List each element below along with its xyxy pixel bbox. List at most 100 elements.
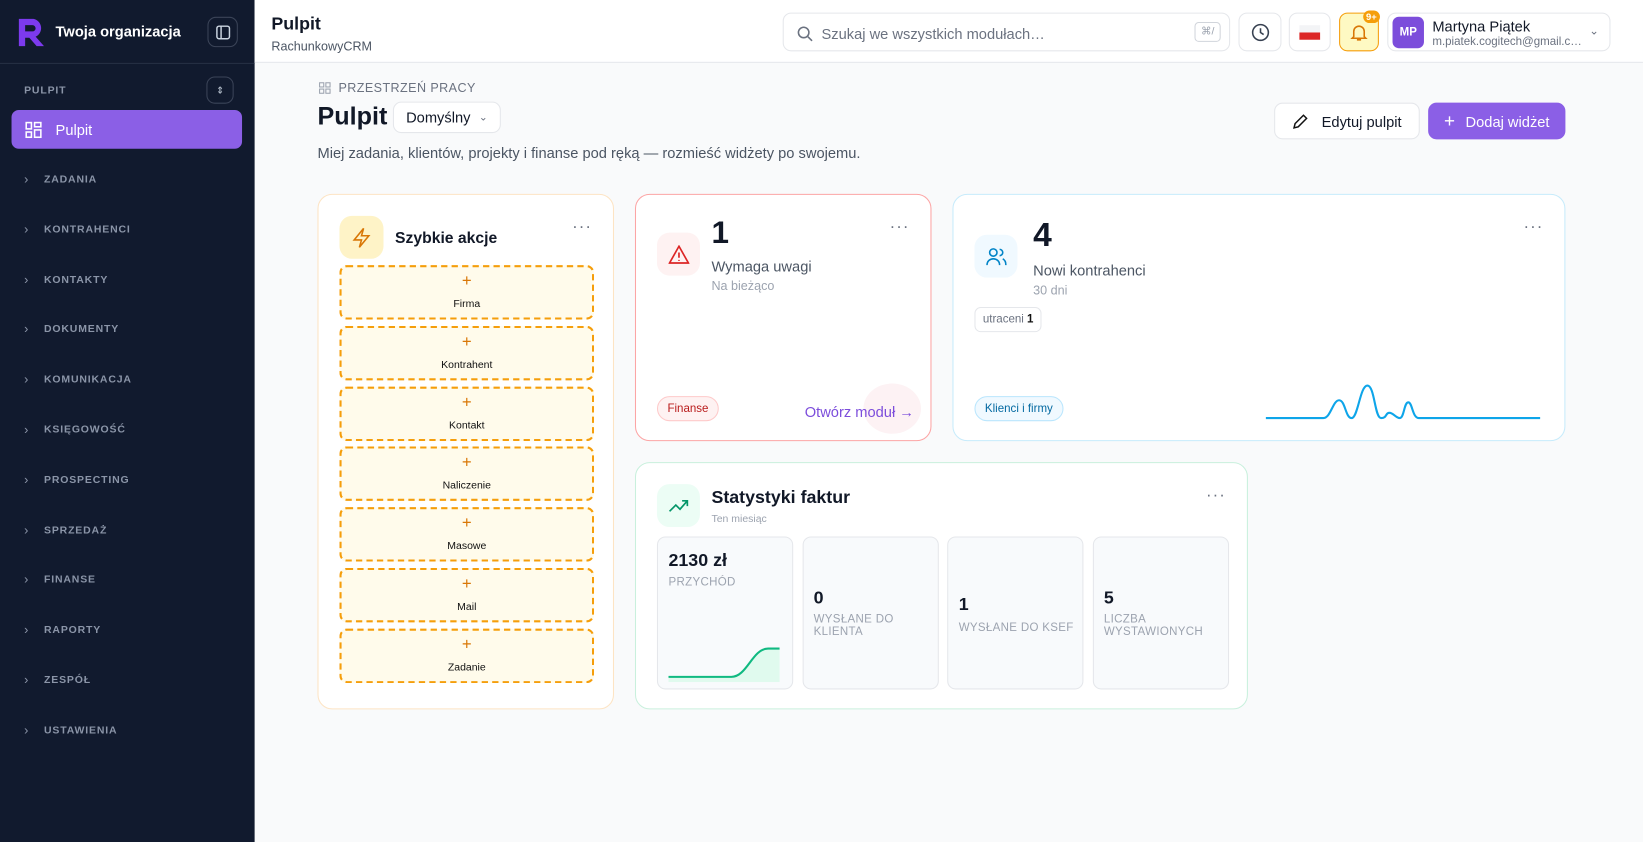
icon (797, 26, 813, 42)
nav-item[interactable]: KSIĘGOWOŚĆ (44, 424, 126, 436)
edit-button[interactable]: Edytuj pulpit (1274, 102, 1420, 140)
nav-item[interactable]: ZADANIA (44, 173, 98, 186)
stat-label: LICZBA WYSTAWIONYCH (1103, 612, 1204, 639)
stat-tile: 1 WYSŁANE DO KSEF (947, 536, 1084, 690)
user-name: Martyna Piątek (1432, 17, 1531, 35)
stat-value: 0 (813, 587, 824, 608)
nav-chevron: › (24, 472, 29, 488)
action-tile[interactable]: + Zadanie (339, 628, 595, 683)
action-tile[interactable]: + Naliczenie (339, 446, 595, 502)
stat-value: 5 (1103, 587, 1114, 608)
language-button[interactable] (1288, 12, 1331, 52)
metric-sub: Na bieżąco (711, 278, 775, 294)
nav-item[interactable]: FINANSE (44, 574, 96, 587)
nav-label: Pulpit (55, 121, 93, 139)
stat-value: 1 (958, 594, 969, 615)
widget-icon (974, 234, 1018, 278)
stat-tile: 0 WYSŁANE DO KLIENTA (802, 536, 939, 690)
stat-label: PRZYCHÓD (668, 576, 736, 589)
icon (352, 227, 371, 248)
nav-chevron: › (24, 522, 29, 538)
plus: + (461, 454, 472, 472)
nav-item[interactable]: DOKUMENTY (44, 324, 120, 336)
metric-sub: 30 dni (1033, 282, 1068, 298)
plus: + (461, 514, 472, 533)
nav-item[interactable]: KONTAKTY (44, 274, 109, 286)
nav-chevron: › (24, 171, 29, 187)
edit-label: Edytuj pulpit (1321, 112, 1402, 130)
nav-item[interactable]: KOMUNIKACJA (44, 374, 132, 386)
nav-chevron: › (24, 572, 29, 588)
widget-title: Statystyki faktur (711, 487, 851, 508)
nav-item[interactable]: KONTRAHENCI (44, 224, 131, 236)
chip: utraceni 1 (974, 307, 1042, 333)
action-label: Kontrahent (441, 359, 493, 371)
widget-menu[interactable]: ··· (1206, 486, 1226, 504)
nav-chevron: › (24, 422, 29, 437)
nav-chevron: › (24, 272, 29, 287)
module-link[interactable]: Otwórz moduł → (804, 403, 914, 421)
search[interactable]: Szukaj we wszystkich modułach… ⌘/ (782, 12, 1231, 52)
attention-widget: 1 Wymaga uwagi Na bieżąco ··· Finanse Ot… (634, 193, 932, 442)
metric-value: 4 (1033, 215, 1052, 254)
topbar: Pulpit RachunkowyCRM Szukaj we wszystkic… (254, 0, 1643, 63)
nav-item[interactable]: RAPORTY (44, 624, 102, 637)
action-tile[interactable]: + Masowe (339, 507, 595, 562)
collapse-button[interactable] (207, 16, 238, 48)
widget-menu[interactable]: ··· (1523, 217, 1544, 236)
metric-label: Wymaga uwagi (711, 257, 812, 275)
widget-icon (339, 215, 384, 259)
action-tile[interactable]: + Firma (339, 265, 595, 320)
nav-item[interactable]: ZESPÓŁ (44, 674, 91, 687)
plus: + (461, 635, 472, 654)
icon (1293, 113, 1309, 129)
action-tile[interactable]: + Kontrahent (339, 325, 595, 381)
nav-active[interactable]: Pulpit (11, 110, 243, 149)
metric-value: 1 (711, 215, 729, 251)
nav-chevron: › (24, 722, 29, 738)
widget-menu[interactable]: ··· (572, 217, 592, 236)
history-button[interactable] (1238, 12, 1282, 52)
section-toggle[interactable]: ⇕ (206, 76, 234, 104)
widget-menu[interactable]: ··· (889, 217, 910, 236)
nav-chevron: › (24, 622, 29, 638)
widget-sub: Ten miesiąc (711, 513, 767, 525)
view-select[interactable]: Domyślny ⌄ (392, 101, 501, 134)
notifications-button[interactable]: 9+ (1339, 10, 1380, 52)
page-description: Miej zadania, klientów, projekty i finan… (317, 144, 861, 162)
nav-item[interactable]: USTAWIENIA (44, 724, 118, 737)
section-label: PULPIT (24, 84, 67, 97)
header-title: Pulpit (271, 13, 321, 34)
divider (0, 62, 255, 64)
action-label: Mail (457, 601, 477, 613)
tag: Klienci i firmy (974, 396, 1064, 422)
widget-icon (656, 484, 700, 528)
breadcrumb: PRZESTRZEŃ PRACY (338, 80, 476, 96)
icon (319, 82, 331, 94)
plus: + (461, 575, 472, 594)
nav-item[interactable]: PROSPECTING (44, 474, 130, 486)
icon (1251, 23, 1269, 41)
chevron: ⌄ (478, 111, 488, 124)
chip-value: 1 (1027, 313, 1034, 326)
icon (667, 244, 689, 264)
shortcut: ⌘/ (1194, 22, 1221, 42)
user-menu[interactable]: MP Martyna Piątek m.piatek.cogitech@gmai… (1387, 12, 1611, 52)
plus: + (461, 272, 472, 291)
add-widget-button[interactable]: + Dodaj widżet (1428, 102, 1566, 140)
sparkline (668, 647, 780, 683)
sidebar: Twoja organizacja PULPIT ⇕ Pulpit › ZADAN… (0, 0, 255, 842)
action-label: Masowe (447, 540, 487, 553)
icon (25, 121, 42, 139)
stat-tile: 5 LICZBA WYSTAWIONYCH (1092, 536, 1229, 690)
action-tile[interactable]: + Kontakt (339, 386, 595, 441)
sparkline (1265, 384, 1541, 420)
plus: + (461, 332, 472, 351)
icon (1350, 24, 1368, 41)
flag (1299, 24, 1321, 40)
stat-label: WYSŁANE DO KLIENTA (813, 612, 894, 639)
stat-label: WYSŁANE DO KSEF (958, 621, 1074, 634)
chevron: ⌄ (1589, 25, 1599, 38)
action-tile[interactable]: + Mail (339, 567, 595, 623)
nav-item[interactable]: SPRZEDAŻ (44, 524, 108, 537)
